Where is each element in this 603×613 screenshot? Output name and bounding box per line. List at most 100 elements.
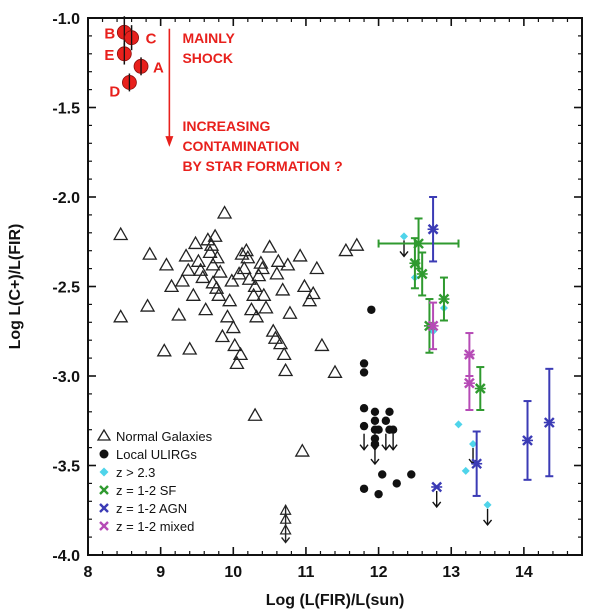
z-high-point	[461, 466, 470, 475]
normal-galaxy-point	[246, 287, 262, 301]
legend-triangle-marker	[96, 428, 112, 441]
ulirg-point	[370, 407, 380, 416]
legend-item: z = 1-2 AGN	[99, 501, 187, 516]
gray-limit-group	[279, 504, 292, 544]
z12-agn-point	[543, 417, 555, 428]
normal-galaxy-point	[203, 237, 220, 251]
ulirg-point	[385, 407, 394, 416]
z12-agn-upper-limit	[432, 490, 442, 509]
normal-galaxy-point	[185, 287, 201, 301]
labeled-point-text: C	[146, 31, 157, 48]
ticks-layer: 8 9 10 11 12 13 14 -4.0 -3.5 -3.0 -2.5 -2.0 -1.5 -1.0	[52, 11, 583, 581]
normal-galaxy-point	[338, 242, 354, 257]
normal-galaxy-point	[247, 278, 263, 293]
z-high-point	[400, 232, 409, 241]
normal-galaxy-point	[248, 309, 265, 323]
normal-galaxy-point	[198, 301, 214, 316]
y-tick-label: -3.0	[52, 369, 80, 386]
annotation-line: SHOCK	[182, 50, 233, 66]
normal-galaxy-point	[301, 293, 318, 307]
x-tick-label: 13	[442, 564, 460, 581]
normal-galaxy-point	[292, 248, 308, 262]
ulirg-upper-limit	[388, 433, 398, 451]
plot-frame-layer	[87, 17, 583, 556]
z-high-upper-limit	[483, 508, 493, 527]
normal-galaxy-point	[139, 298, 156, 312]
x-axis-title: Log (L(FIR)/L(sun)	[266, 592, 405, 609]
x-tick-label: 9	[156, 564, 165, 581]
normal-galaxy-point	[234, 246, 250, 260]
z12-mixed-point	[427, 320, 439, 332]
labeled-point-a	[133, 57, 149, 76]
limit-arrow-head	[388, 444, 398, 451]
normal-galaxy-point	[256, 287, 272, 301]
normal-galaxy-point	[309, 260, 325, 275]
gray-limit-marker	[279, 512, 292, 524]
legend-label: z = 1-2 SF	[116, 483, 176, 498]
normal-galaxy-point	[267, 330, 284, 344]
labeled-point-text: A	[153, 59, 164, 76]
normal-galaxy-point	[241, 271, 257, 285]
z12-sf-point	[416, 268, 428, 280]
legend-label: z = 1-2 AGN	[116, 501, 187, 516]
normal-galaxy-point	[314, 337, 330, 352]
normal-galaxy-point	[327, 364, 343, 378]
normal-galaxy-point	[156, 343, 172, 357]
normal-galaxy-point	[238, 242, 254, 257]
z12-sf-point	[409, 257, 421, 269]
labeled-point-d	[122, 73, 137, 92]
normal-galaxy-point	[236, 260, 252, 275]
limit-arrow-head	[483, 519, 493, 527]
z12-mixed-point	[463, 377, 475, 389]
limit-arrow-head	[370, 458, 380, 466]
normal-galaxy-point	[205, 257, 221, 271]
z12-sf-point	[474, 383, 486, 394]
x-tick-label: 11	[297, 564, 314, 581]
normal-galaxy-point	[180, 262, 196, 276]
legend-diamond-marker	[99, 467, 109, 477]
z12-agn-point	[522, 435, 534, 446]
normal-galaxy-point	[187, 235, 204, 250]
normal-galaxy-point	[158, 257, 175, 271]
z12-agn-point	[427, 223, 439, 235]
annotation-line: MAINLY	[182, 30, 235, 46]
normal-galaxy-point	[222, 293, 238, 307]
ulirg-point	[374, 489, 383, 499]
legend-x-marker	[99, 503, 109, 513]
normal-galaxy-point	[261, 239, 278, 253]
normal-galaxy-point	[349, 237, 365, 251]
normal-galaxy-point	[219, 309, 236, 323]
ulirg-upper-limit	[370, 448, 380, 466]
ulirg-point	[370, 416, 380, 425]
normal-galaxy-point	[305, 285, 321, 300]
normal-galaxy-point	[178, 248, 194, 262]
normal-galaxy-point	[227, 337, 243, 352]
normal-galaxy-point	[240, 250, 256, 264]
normal-galaxy-point	[171, 307, 187, 321]
normal-galaxy-point	[229, 355, 245, 369]
x-tick-label: 12	[370, 564, 388, 581]
legend-layer: Normal Galaxies Local ULIRGs z > 2.3 z = 1-…	[96, 428, 213, 534]
legend-x-marker	[99, 485, 109, 495]
normal-galaxy-point	[277, 362, 294, 377]
normal-galaxy-point	[113, 226, 129, 241]
legend-item: z = 1-2 SF	[99, 483, 176, 498]
normal-galaxy-point	[280, 257, 296, 271]
x-tick-label: 14	[515, 564, 533, 581]
normal-galaxy-point	[282, 305, 298, 319]
x-tick-label: 8	[84, 564, 93, 581]
legend-item: z > 2.3	[99, 465, 155, 480]
gray-limit-marker	[279, 523, 292, 535]
x-tick-label: 10	[224, 564, 242, 581]
ulirg-point	[367, 305, 376, 314]
y-axis-title: Log L(C+)/L(FIR)	[7, 224, 24, 350]
ulirg-point	[359, 421, 369, 431]
normal-galaxy-point	[214, 328, 231, 343]
normal-galaxy-point	[174, 273, 191, 287]
ulirg-point	[374, 425, 383, 434]
annotation-line: BY STAR FORMATION ?	[182, 158, 342, 174]
legend-label: Normal Galaxies	[116, 429, 213, 444]
limit-arrow-head	[399, 250, 409, 258]
